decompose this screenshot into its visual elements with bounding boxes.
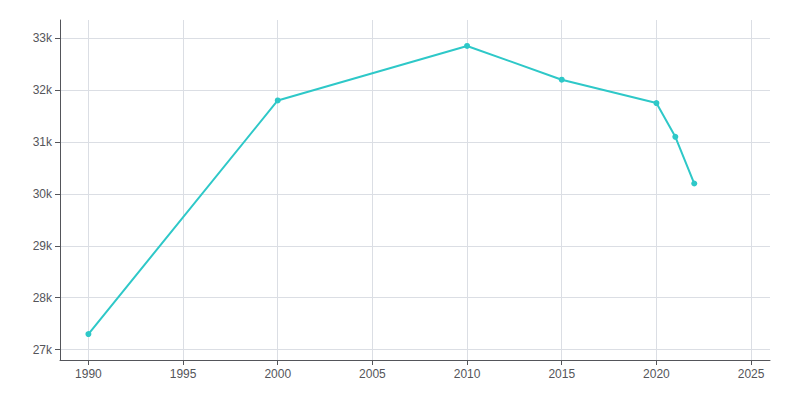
svg-text:2020: 2020 — [643, 367, 670, 381]
svg-text:30k: 30k — [33, 187, 53, 201]
svg-text:2025: 2025 — [738, 367, 765, 381]
svg-text:1990: 1990 — [75, 367, 102, 381]
svg-text:2000: 2000 — [264, 367, 291, 381]
svg-text:2010: 2010 — [454, 367, 481, 381]
svg-text:33k: 33k — [33, 31, 53, 45]
svg-text:32k: 32k — [33, 83, 53, 97]
svg-text:27k: 27k — [33, 343, 53, 357]
svg-text:2005: 2005 — [359, 367, 386, 381]
svg-text:28k: 28k — [33, 291, 53, 305]
svg-text:31k: 31k — [33, 135, 53, 149]
svg-text:1995: 1995 — [170, 367, 197, 381]
svg-text:2015: 2015 — [548, 367, 575, 381]
svg-text:29k: 29k — [33, 239, 53, 253]
